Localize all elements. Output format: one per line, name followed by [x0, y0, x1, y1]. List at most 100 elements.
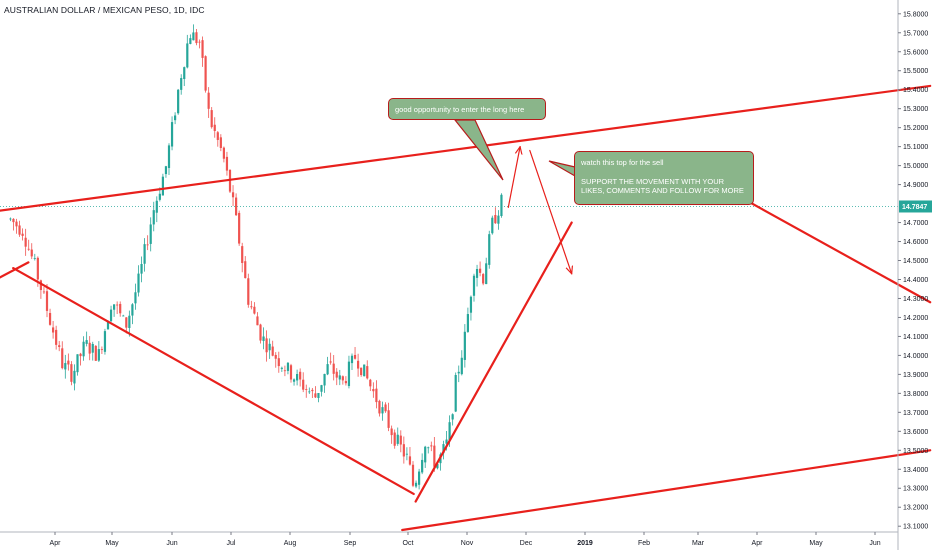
candle-body — [418, 471, 421, 485]
y-tick-label: 13.2000 — [903, 505, 928, 512]
x-tick-label: Mar — [692, 540, 705, 547]
candle-body — [268, 343, 271, 351]
candle-body — [158, 193, 161, 200]
y-tick-label: 14.6000 — [903, 239, 928, 246]
candle-body — [167, 145, 171, 169]
candle-body — [174, 115, 177, 121]
candle-body — [55, 329, 58, 345]
candle-body — [231, 192, 235, 198]
candle-body — [238, 212, 241, 244]
trend-line — [723, 187, 932, 304]
x-tick-label: Apr — [752, 540, 764, 547]
candle-body — [408, 456, 412, 465]
candle-body — [15, 221, 18, 227]
candle-body — [73, 370, 76, 384]
y-tick-label: 14.4000 — [903, 277, 928, 284]
candle-body — [219, 137, 222, 148]
candle-body — [216, 132, 219, 140]
x-tick-label: Apr — [50, 540, 62, 547]
candle-body — [30, 249, 33, 257]
candle-body — [445, 439, 448, 444]
candle-body — [125, 317, 128, 328]
current-price-badge-label: 14.7847 — [902, 204, 927, 211]
candle-body — [91, 343, 94, 353]
candle-body — [94, 345, 97, 361]
candle-body — [369, 379, 372, 387]
candle-body — [451, 414, 454, 420]
candle-body — [466, 314, 469, 332]
candle-body — [18, 225, 21, 235]
candle-body — [134, 292, 137, 304]
y-tick-label: 13.9000 — [903, 372, 928, 379]
candle-body — [390, 428, 393, 436]
x-axis[interactable]: Apr May Jun Jul Aug Sep Oct Nov Dec 2019 Feb Mar Apr… — [0, 531, 898, 547]
y-tick-label: 13.8000 — [903, 391, 928, 398]
callout-sell-body: SUPPORT THE MOVEMENT WITH YOUR LIKES, CO… — [581, 177, 744, 195]
candle-body — [485, 263, 488, 285]
y-tick-label: 13.4000 — [903, 467, 928, 474]
candle-body — [427, 447, 430, 449]
candle-body — [381, 407, 384, 414]
x-tick-label: May — [809, 540, 823, 547]
x-tick-label: Jul — [227, 540, 236, 547]
candle-body — [399, 435, 402, 445]
candle-body — [387, 410, 390, 428]
candle-body — [198, 41, 201, 43]
y-tick-label: 13.3000 — [903, 486, 928, 493]
chart-title: AUSTRALIAN DOLLAR / MEXICAN PESO, 1D, ID… — [4, 5, 205, 15]
candle-body — [109, 309, 113, 322]
y-tick-label: 15.3000 — [903, 106, 928, 113]
candle-body — [405, 453, 408, 455]
candle-body — [457, 371, 460, 374]
candle-body — [494, 215, 497, 224]
y-axis[interactable]: 15.8000 15.7000 15.6000 15.5000 15.4000 15.30… — [897, 0, 928, 550]
y-tick-label: 13.7000 — [903, 410, 928, 417]
candle-body — [433, 445, 436, 467]
candle-body — [411, 464, 415, 486]
candle-body — [241, 246, 244, 263]
candle-body — [222, 147, 225, 159]
candle-body — [442, 444, 445, 454]
candle-body — [64, 363, 67, 370]
candle-body — [21, 233, 24, 236]
candle-body — [454, 375, 457, 412]
candle-body — [384, 404, 387, 412]
y-tick-label: 13.6000 — [903, 429, 928, 436]
candle-body — [475, 269, 479, 278]
candle-body — [482, 274, 485, 284]
candle-body — [363, 364, 366, 377]
candle-body — [195, 32, 198, 44]
candle-body — [146, 244, 149, 246]
trend-line — [0, 84, 932, 212]
candle-body — [140, 263, 143, 274]
candle-body — [329, 361, 332, 363]
candle-body — [335, 371, 338, 378]
candle-body — [45, 291, 49, 311]
candle-body — [378, 400, 381, 414]
candle-body — [479, 268, 482, 273]
candle-body — [48, 312, 52, 325]
candle-body — [155, 200, 158, 213]
candle-body — [85, 340, 88, 344]
candle-body — [82, 341, 85, 357]
y-tick-label: 14.2000 — [903, 315, 928, 322]
candle-body — [430, 445, 433, 447]
candle-body — [500, 194, 503, 217]
candle-body — [143, 244, 146, 264]
candle-body — [27, 248, 30, 250]
candle-body — [177, 89, 180, 114]
candle-body — [375, 388, 378, 403]
candle-body — [491, 217, 494, 234]
candle-body — [256, 316, 259, 326]
candle-body — [161, 176, 164, 196]
y-tick-label: 15.7000 — [903, 30, 928, 37]
candle-body — [274, 354, 277, 359]
candle-body — [122, 315, 125, 317]
candle-body — [357, 360, 360, 369]
candle-body — [61, 348, 64, 369]
callout-long[interactable]: good opportunity to enter the long here — [388, 98, 546, 120]
candle-body — [460, 357, 463, 375]
callout-sell[interactable]: watch this top for the sell SUPPORT THE … — [574, 151, 754, 205]
